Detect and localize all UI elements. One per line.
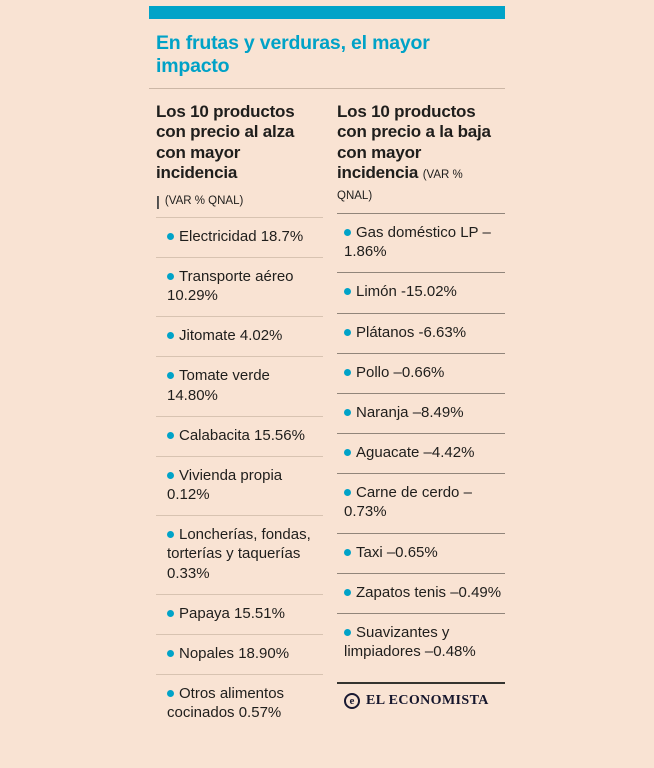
list-item: Limón -15.02% xyxy=(337,272,505,312)
bullet-icon xyxy=(167,690,174,698)
list-item-label: Taxi –0.65% xyxy=(356,543,438,561)
list-item: Taxi –0.65% xyxy=(337,532,505,573)
list-item: Aguacate –4.42% xyxy=(337,433,505,473)
list-item-label: Calabacita 15.56% xyxy=(179,426,305,444)
list-item: Loncherías, fondas, torterías y taquería… xyxy=(156,515,323,594)
bullet-icon xyxy=(167,332,174,340)
bullet-icon xyxy=(167,471,174,479)
bullet-icon xyxy=(344,288,351,296)
column-up-heading: Los 10 productos con precio al alza con … xyxy=(156,102,295,183)
list-item: Papaya 15.51% xyxy=(156,593,323,634)
list-item: Carne de cerdo –0.73% xyxy=(337,473,505,532)
columns: Los 10 productos con precio al alza con … xyxy=(149,102,505,734)
list-item-label: Plátanos -6.63% xyxy=(356,323,467,341)
list-item: Tomate verde 14.80% xyxy=(156,356,323,415)
infographic: En frutas y verduras, el mayor impacto L… xyxy=(149,0,505,734)
list-item: Electricidad 18.7% xyxy=(156,216,323,257)
page-title: En frutas y verduras, el mayor impacto xyxy=(156,32,430,77)
list-item-label: Carne de cerdo –0.73% xyxy=(344,484,472,521)
bullet-icon xyxy=(344,368,351,376)
list-item-label: Zapatos tenis –0.49% xyxy=(356,583,502,601)
footer: e EL ECONOMISTA xyxy=(337,682,505,710)
list-item-label: Gas doméstico LP –1.86% xyxy=(344,223,491,261)
bullet-icon xyxy=(167,232,174,240)
brand-logo: e EL ECONOMISTA xyxy=(337,693,505,710)
bullet-icon xyxy=(344,449,351,457)
list-item: Gas doméstico LP –1.86% xyxy=(337,212,505,272)
list-item: Plátanos -6.63% xyxy=(337,312,505,353)
bullet-icon xyxy=(344,588,351,596)
bullet-icon xyxy=(167,531,174,539)
bullet-icon xyxy=(344,489,351,497)
list-item-label: Transporte aéreo 10.29% xyxy=(167,267,294,304)
bullet-icon xyxy=(344,228,351,236)
list-item-label: Pollo –0.66% xyxy=(356,363,445,381)
bullet-icon xyxy=(167,431,174,439)
unit-label: (VAR % QNAL) xyxy=(164,194,244,207)
column-up-unit: | (VAR % QNAL) xyxy=(156,193,323,209)
list-item: Otros alimentos cocinados 0.57% xyxy=(156,674,323,733)
list-item-label: Limón -15.02% xyxy=(356,283,457,301)
e-circle-icon: e xyxy=(344,693,360,710)
list-item-label: Nopales 18.90% xyxy=(179,645,290,662)
list-item: Naranja –8.49% xyxy=(337,392,505,433)
unit-pipe: | xyxy=(156,192,160,209)
list-item-label: Papaya 15.51% xyxy=(179,604,285,622)
bullet-icon xyxy=(344,629,351,637)
bullet-icon xyxy=(167,609,174,617)
bullet-icon xyxy=(344,408,351,416)
list-item: Zapatos tenis –0.49% xyxy=(337,572,505,613)
list-item: Jitomate 4.02% xyxy=(156,316,323,356)
brand-name: EL ECONOMISTA xyxy=(366,693,489,709)
bullet-icon xyxy=(344,328,351,336)
bullet-icon xyxy=(167,650,174,657)
unit-label: (VAR % QNAL) xyxy=(337,169,463,202)
top-accent-bar xyxy=(149,6,505,19)
column-prices-up: Los 10 productos con precio al alza con … xyxy=(156,102,323,734)
list-item-label: Tomate verde 14.80% xyxy=(167,367,270,404)
column-down-heading: Los 10 productos con precio a la baja co… xyxy=(337,102,500,204)
column-down-heading-text: Los 10 productos con precio a la baja co… xyxy=(337,102,491,183)
column-prices-down: Los 10 productos con precio a la baja co… xyxy=(337,102,505,734)
list-item-label: Electricidad 18.7% xyxy=(179,227,304,245)
bullet-icon xyxy=(344,548,351,556)
bullet-icon xyxy=(167,272,174,280)
footer-divider xyxy=(337,682,505,685)
list-item: Transporte aéreo 10.29% xyxy=(156,256,323,316)
list-item: Calabacita 15.56% xyxy=(156,415,323,456)
list-prices-up: Electricidad 18.7% Transporte aéreo 10.2… xyxy=(156,216,323,734)
list-item-label: Vivienda propia 0.12% xyxy=(167,466,283,504)
list-item-label: Naranja –8.49% xyxy=(356,403,464,421)
bullet-icon xyxy=(167,372,174,380)
list-item-label: Jitomate 4.02% xyxy=(179,327,283,345)
list-item: Nopales 18.90% xyxy=(156,634,323,674)
list-item: Pollo –0.66% xyxy=(337,352,505,393)
list-item: Suavizantes y limpiadores –0.48% xyxy=(337,613,505,672)
title-divider xyxy=(149,88,505,89)
list-item: Vivienda propia 0.12% xyxy=(156,455,323,515)
list-item-label: Otros alimentos cocinados 0.57% xyxy=(167,685,285,722)
list-prices-down: Gas doméstico LP –1.86% Limón -15.02% Pl… xyxy=(337,212,505,672)
list-item-label: Aguacate –4.42% xyxy=(356,444,475,462)
list-item-label: Loncherías, fondas, torterías y taquería… xyxy=(167,526,311,582)
list-item-label: Suavizantes y limpiadores –0.48% xyxy=(344,624,476,661)
